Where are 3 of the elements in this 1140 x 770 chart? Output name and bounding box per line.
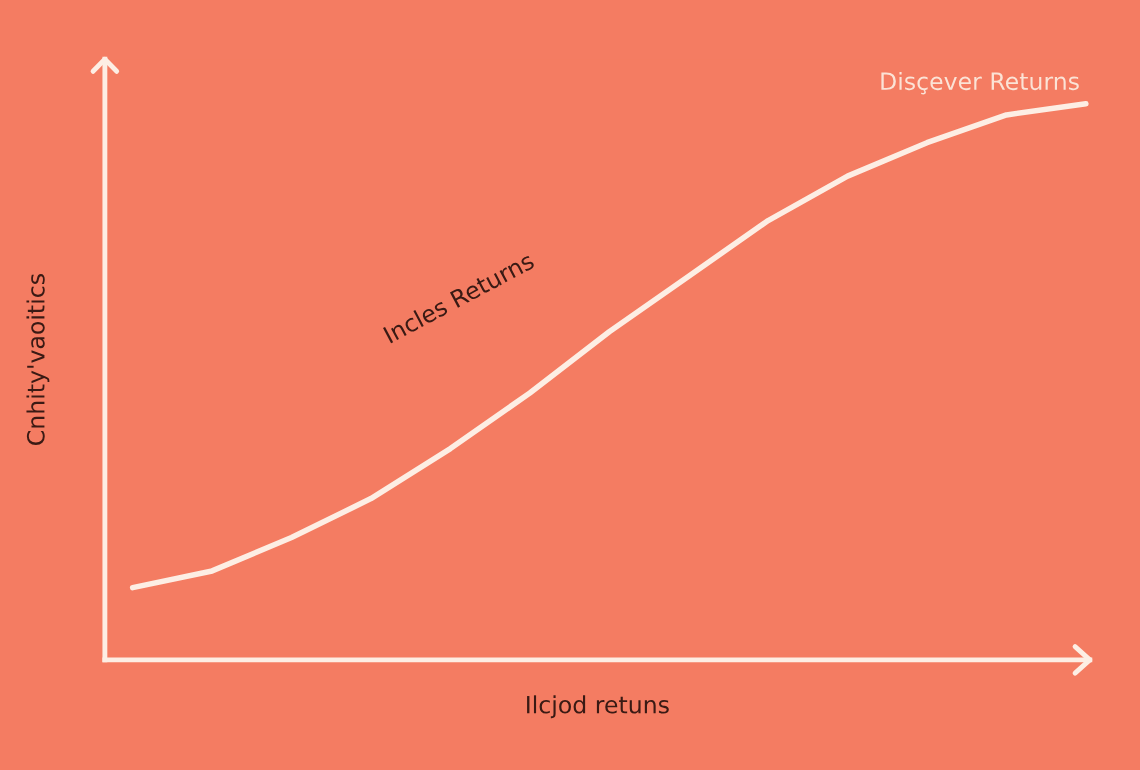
x-axis-title: Ilcjod retuns (527, 695, 669, 719)
text: Disçever Returns (881, 71, 1079, 95)
y-axis-title: Cnhity'vaoitics (26, 274, 50, 445)
